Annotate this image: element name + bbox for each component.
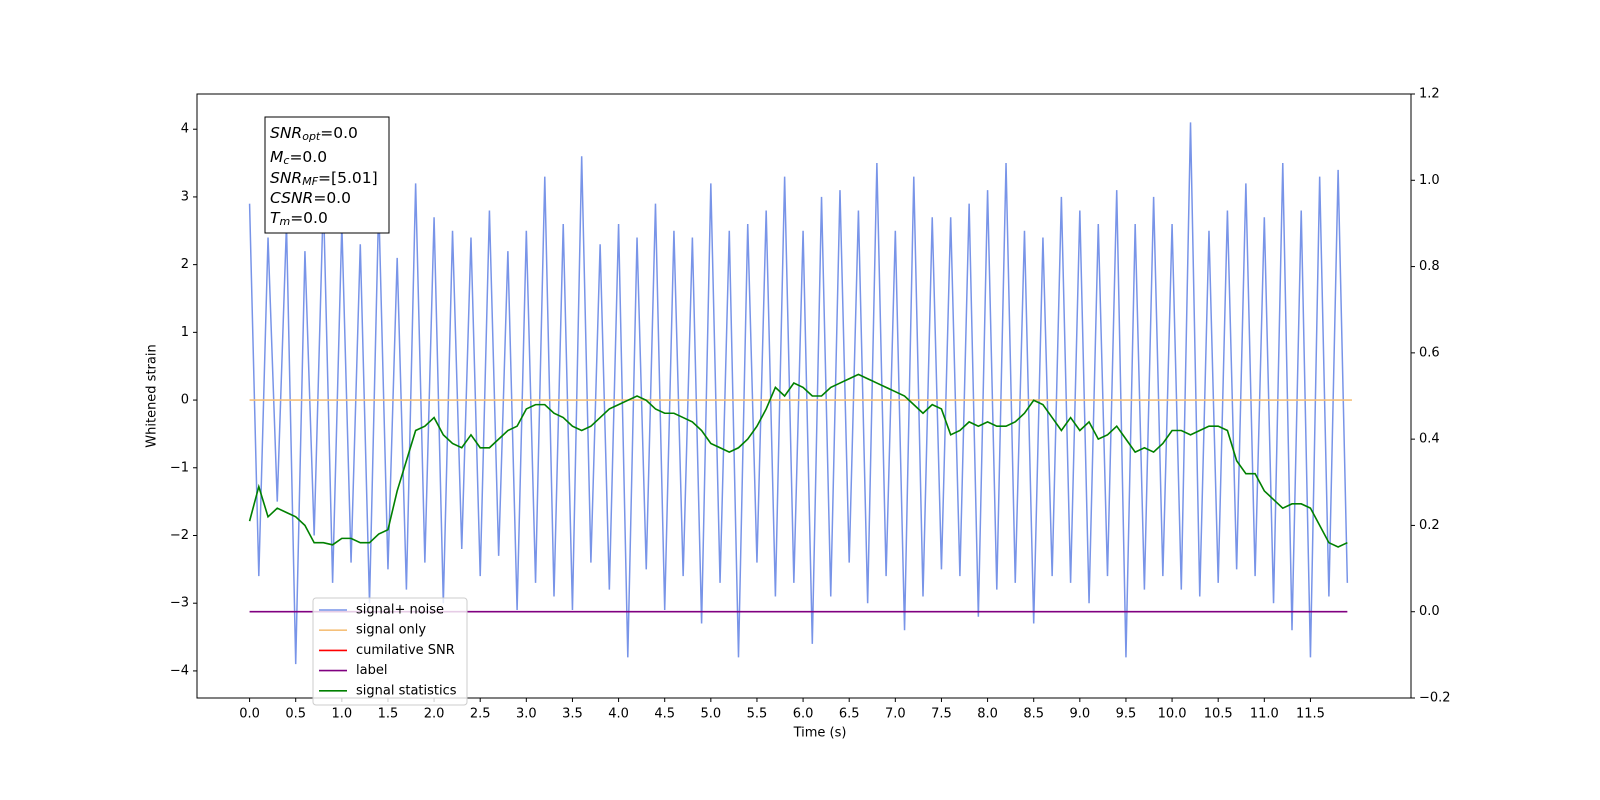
legend-label: label [356,663,387,678]
annotation-sub: m [279,215,290,228]
x-tick-label: 3.5 [562,707,583,722]
annotation: CSNR=0.0 [270,189,351,207]
y2-tick-label: 0.0 [1419,604,1440,619]
x-tick-label: 9.0 [1069,707,1090,722]
annotation-rest: =[5.01] [318,169,378,187]
x-tick-label: 6.0 [793,707,814,722]
legend-label: cumilative SNR [356,643,455,658]
legend-label: signal+ noise [356,603,444,618]
y2-tick-label: 0.4 [1419,432,1440,447]
y2-tick-label: −0.2 [1419,691,1451,706]
x-tick-label: 4.0 [608,707,629,722]
series-line [248,373,1348,548]
annotation-frame [264,116,390,234]
x-tick-label: 0.0 [239,707,260,722]
annotation: Mc=0.0 [270,148,327,168]
annotation-sub: MF [302,175,318,188]
plot-frame [196,93,1412,699]
x-tick-label: 10.5 [1204,707,1233,722]
annotation-rest: =0.0 [289,148,327,166]
y-tick-label: 3 [181,189,189,204]
y-tick-label: −4 [170,663,189,678]
annotation-name: SNR [270,169,302,187]
x-tick-label: 5.0 [700,707,721,722]
x-tick-label: 6.5 [839,707,860,722]
series-line [248,122,1349,665]
x-tick-label: 3.0 [516,707,537,722]
annotation-name: SNR [270,124,302,142]
annotation: SNRMF=[5.01] [270,169,378,189]
y2-tick-label: 0.2 [1419,518,1440,533]
x-tick-label: 2.0 [424,707,445,722]
x-tick-label: 10.0 [1158,707,1187,722]
y2-tick-label: 1.2 [1419,87,1440,102]
y-tick-label: 2 [181,257,189,272]
y-tick-label: −3 [170,596,189,611]
y-tick-label: 0 [181,393,189,408]
x-tick-label: 0.5 [285,707,306,722]
annotation-rest: =0.0 [313,189,351,207]
x-tick-label: 5.5 [747,707,768,722]
x-tick-label: 4.5 [654,707,675,722]
x-tick-label: 1.0 [331,707,352,722]
x-tick-label: 7.0 [885,707,906,722]
annotation: SNRopt=0.0 [270,124,358,144]
y2-tick-label: 1.0 [1419,173,1440,188]
annotation-rest: =0.0 [320,124,358,142]
y-tick-label: 1 [181,325,189,340]
annotation-box: SNRopt=0.0Mc=0.0SNRMF=[5.01]CSNR=0.0Tm=0… [264,116,390,234]
annotation-name: M [270,148,283,166]
legend-frame [312,597,468,706]
annotation-sub: opt [302,130,321,143]
y-tick-label: −1 [170,460,189,475]
y-tick-label: −2 [170,528,189,543]
legend: signal+ noise signal only cumilative SNR la… [312,597,468,706]
legend-label: signal statistics [356,683,457,698]
y-axis-label: Whitened strain [145,344,160,447]
annotation-rest: =0.0 [290,209,328,227]
x-tick-label: 11.0 [1250,707,1279,722]
x-tick-label: 11.5 [1296,707,1325,722]
annotation-name: CSNR [270,189,313,207]
annotation-name: T [270,209,281,227]
x-tick-label: 8.5 [1023,707,1044,722]
y2-tick-label: 0.8 [1419,259,1440,274]
annotation: Tm=0.0 [270,209,328,229]
x-tick-label: 1.5 [378,707,399,722]
annotation-sub: c [283,154,289,167]
y-tick-label: 4 [181,122,189,137]
legend-label: signal only [356,623,426,638]
x-tick-label: 8.0 [977,707,998,722]
x-tick-label: 9.5 [1116,707,1137,722]
y2-tick-label: 0.6 [1419,345,1440,360]
x-axis-label: Time (s) [793,726,847,741]
x-tick-label: 2.5 [470,707,491,722]
x-tick-label: 7.5 [931,707,952,722]
